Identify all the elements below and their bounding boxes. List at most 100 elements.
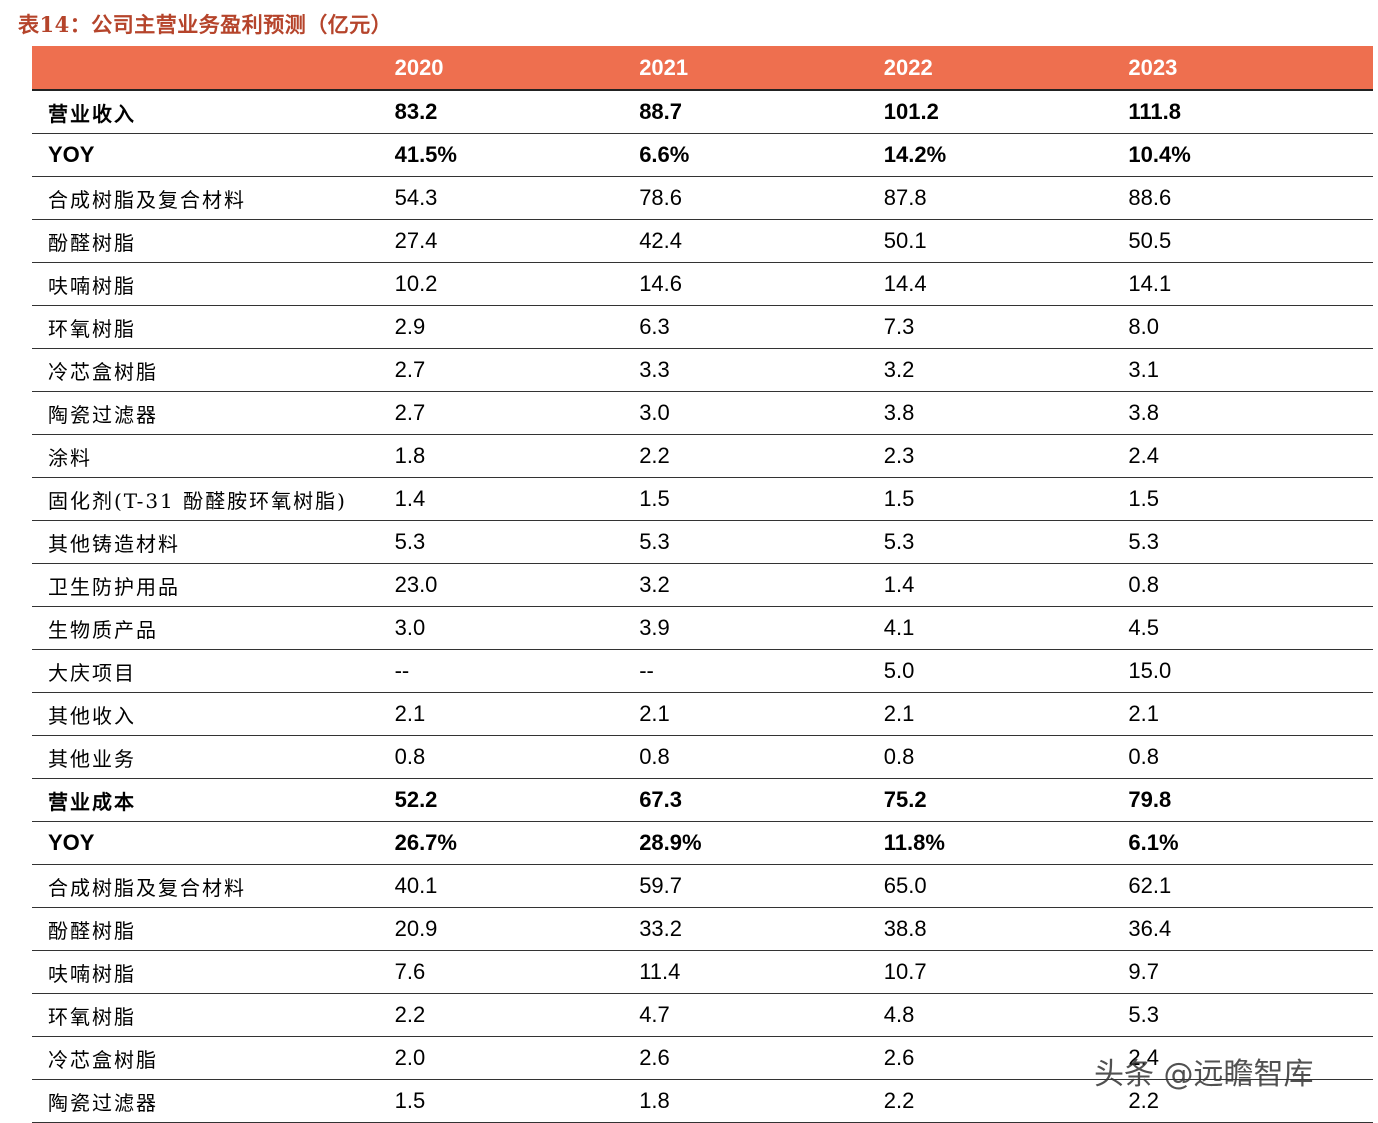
value-cell: 2.6: [639, 1045, 670, 1070]
value-cell: 4.1: [883, 615, 915, 640]
table-row: 卫生防护用品 23.0 3.2 1.4 0.8: [32, 564, 1373, 607]
value-cell: 59.7: [639, 873, 683, 898]
value-cell: 3.2: [639, 572, 670, 597]
value-cell: 2.1: [394, 701, 426, 726]
value-cell: 50.1: [883, 228, 927, 253]
value-cell: 0.8: [1128, 572, 1159, 597]
value-cell: 7.3: [883, 314, 915, 339]
row-label: 合成树脂及复合材料: [48, 875, 246, 900]
header-cell: 2023: [1128, 54, 1178, 80]
value-cell: 4.8: [883, 1002, 915, 1027]
table-row: 营业成本 52.2 67.3 75.2 79.8: [32, 779, 1373, 822]
value-cell: 5.0: [883, 658, 915, 683]
value-cell: 5.3: [1128, 1002, 1159, 1027]
value-cell: 2.7: [394, 400, 426, 425]
value-cell: 6.1%: [1128, 830, 1179, 855]
watermark: 头条 @远瞻智库: [1094, 1057, 1314, 1092]
value-cell: 20.9: [394, 916, 438, 941]
row-label: 大庆项目: [48, 660, 136, 685]
value-cell: 9.7: [1128, 959, 1159, 984]
table-row: 涂料 1.8 2.2 2.3 2.4: [32, 435, 1373, 478]
value-cell: 3.0: [639, 400, 670, 425]
value-cell: 28.9%: [639, 830, 702, 855]
value-cell: 0.8: [394, 744, 426, 769]
table-row: 呋喃树脂 10.2 14.6 14.4 14.1: [32, 263, 1373, 306]
table-row: 酚醛树脂 27.4 42.4 50.1 50.5: [32, 220, 1373, 263]
value-cell: 1.5: [394, 1088, 426, 1113]
value-cell: 2.9: [394, 314, 426, 339]
table-row: 冷芯盒树脂 2.7 3.3 3.2 3.1: [32, 349, 1373, 392]
value-cell: 11.8%: [883, 830, 945, 855]
value-cell: 111.8: [1128, 99, 1182, 124]
row-label: 其他收入: [48, 703, 136, 728]
header-cell: 2022: [883, 54, 933, 80]
value-cell: --: [639, 658, 654, 683]
value-cell: 54.3: [394, 185, 438, 210]
row-label: 环氧树脂: [48, 1004, 136, 1029]
value-cell: 38.8: [883, 916, 927, 941]
value-cell: 5.3: [394, 529, 426, 554]
value-cell: 2.1: [883, 701, 915, 726]
value-cell: 33.2: [639, 916, 683, 941]
row-label: YOY: [48, 830, 95, 855]
value-cell: 10.7: [883, 959, 927, 984]
row-label: 其他业务: [48, 746, 136, 771]
value-cell: 83.2: [394, 99, 438, 124]
table-row: 生物质产品 3.0 3.9 4.1 4.5: [32, 607, 1373, 650]
table-row: 其他收入 2.1 2.1 2.1 2.1: [32, 693, 1373, 736]
value-cell: 87.8: [883, 185, 927, 210]
value-cell: 65.0: [883, 873, 927, 898]
value-cell: 5.3: [639, 529, 670, 554]
value-cell: 11.4: [639, 959, 681, 984]
value-cell: 2.7: [394, 357, 426, 382]
table-row: 大庆项目 -- -- 5.0 15.0: [32, 650, 1373, 693]
value-cell: 1.5: [1128, 486, 1159, 511]
row-label: 陶瓷过滤器: [48, 402, 158, 427]
table-row: 陶瓷过滤器 2.7 3.0 3.8 3.8: [32, 392, 1373, 435]
value-cell: 101.2: [883, 99, 939, 124]
value-cell: 27.4: [394, 228, 438, 253]
table-row: YOY 26.7% 28.9% 11.8% 6.1%: [32, 822, 1373, 865]
table-header-row: 2020 2021 2022 2023: [32, 46, 1373, 91]
value-cell: 3.9: [639, 615, 670, 640]
row-label: 酚醛树脂: [48, 918, 136, 943]
value-cell: 8.0: [1128, 314, 1159, 339]
table-row: 合成树脂及复合材料 54.3 78.6 87.8 88.6: [32, 177, 1373, 220]
value-cell: 15.0: [1128, 658, 1172, 683]
value-cell: 2.4: [1128, 1045, 1159, 1070]
value-cell: 6.3: [639, 314, 670, 339]
value-cell: 50.5: [1128, 228, 1172, 253]
value-cell: 0.8: [639, 744, 670, 769]
value-cell: 1.8: [394, 443, 426, 468]
row-label: 营业收入: [48, 101, 136, 126]
value-cell: 5.3: [883, 529, 915, 554]
table-row: 酚醛树脂 20.9 33.2 38.8 36.4: [32, 908, 1373, 951]
table-row: 其他业务 0.8 0.8 0.8 0.8: [32, 736, 1373, 779]
value-cell: 7.6: [394, 959, 426, 984]
value-cell: 1.5: [883, 486, 915, 511]
value-cell: 1.4: [394, 486, 426, 511]
table-row: 呋喃树脂 7.6 11.4 10.7 9.7: [32, 951, 1373, 994]
value-cell: 36.4: [1128, 916, 1172, 941]
table-body: 营业收入 83.2 88.7 101.2 111.8 YOY 41.5% 6.6% 14.2% 1…: [32, 91, 1373, 1123]
value-cell: 14.2%: [883, 142, 947, 167]
value-cell: 3.1: [1128, 357, 1159, 382]
value-cell: 3.3: [639, 357, 670, 382]
row-label: 生物质产品: [48, 617, 158, 642]
row-label: 冷芯盒树脂: [48, 1047, 158, 1072]
row-label: 呋喃树脂: [48, 961, 136, 986]
table-row: 环氧树脂 2.9 6.3 7.3 8.0: [32, 306, 1373, 349]
value-cell: 2.0: [394, 1045, 426, 1070]
value-cell: 2.2: [394, 1002, 426, 1027]
value-cell: 41.5%: [394, 142, 457, 167]
table-row: 合成树脂及复合材料 40.1 59.7 65.0 62.1: [32, 865, 1373, 908]
row-label: 涂料: [48, 445, 92, 470]
value-cell: 4.5: [1128, 615, 1159, 640]
value-cell: 2.2: [883, 1088, 915, 1113]
row-label: 固化剂(T-31 酚醛胺环氧树脂): [48, 488, 347, 513]
value-cell: 3.2: [883, 357, 915, 382]
table-row: 其他铸造材料 5.3 5.3 5.3 5.3: [32, 521, 1373, 564]
value-cell: --: [394, 658, 410, 683]
row-label: 其他铸造材料: [48, 531, 180, 556]
value-cell: 0.8: [883, 744, 915, 769]
